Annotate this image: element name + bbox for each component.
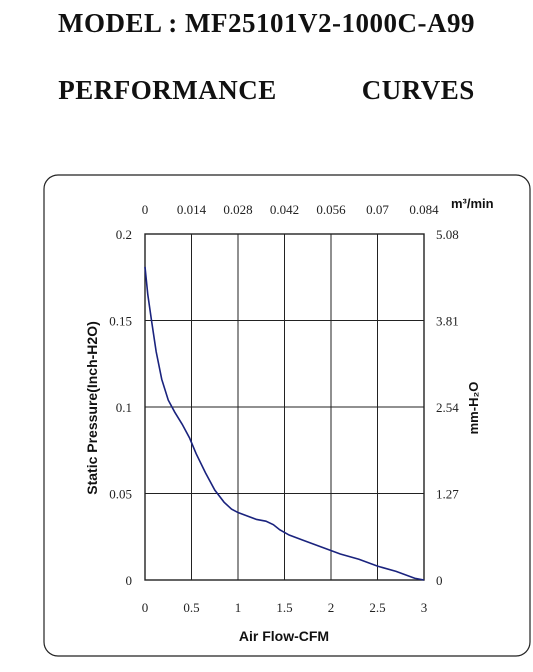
y2-tick-label: 3.81 bbox=[436, 314, 459, 329]
plot-area bbox=[144, 233, 425, 581]
performance-curves-title: PERFORMANCE CURVES bbox=[58, 75, 475, 105]
y-tick-label: 0.2 bbox=[116, 227, 132, 242]
x-tick-label: 0.5 bbox=[183, 600, 199, 615]
chart-frame bbox=[43, 174, 531, 657]
x2-tick-label: 0.028 bbox=[223, 202, 252, 217]
y2-tick-label: 1.27 bbox=[436, 487, 459, 502]
curve-layer bbox=[144, 266, 425, 581]
x2-axis-label: m³/min bbox=[451, 196, 494, 211]
x-tick-label: 2.5 bbox=[369, 600, 385, 615]
x2-tick-label: 0.042 bbox=[270, 202, 299, 217]
y2-tick-label: 0 bbox=[436, 573, 443, 588]
x2-tick-label: 0.084 bbox=[409, 202, 439, 217]
tick-layer: 0 0.5 1 1.5 2 2.5 30 0.014 0.028 0.042 0.056 0.07 0.… bbox=[109, 202, 459, 615]
y-tick-label: 0.15 bbox=[109, 314, 132, 329]
y-tick-label: 0.1 bbox=[116, 400, 132, 415]
x2-tick-label: 0.014 bbox=[177, 202, 207, 217]
x-tick-label: 2 bbox=[328, 600, 335, 615]
x-tick-label: 0 bbox=[142, 600, 149, 615]
x-tick-label: 1 bbox=[235, 600, 242, 615]
x2-tick-label: 0 bbox=[142, 202, 149, 217]
y-tick-label: 0 bbox=[126, 573, 133, 588]
y2-tick-label: 2.54 bbox=[436, 400, 459, 415]
y-axis-label: Static Pressure(Inch-H2O) bbox=[84, 321, 100, 495]
series-line-0 bbox=[144, 266, 425, 581]
x-tick-label: 3 bbox=[421, 600, 428, 615]
y2-axis-label: mm-H₂O bbox=[466, 382, 481, 435]
model-title: MODEL : MF25101V2-1000C-A99 bbox=[58, 8, 475, 38]
x2-tick-label: 0.056 bbox=[316, 202, 346, 217]
y2-tick-label: 5.08 bbox=[436, 227, 459, 242]
grid-layer bbox=[144, 233, 425, 581]
x-tick-label: 1.5 bbox=[276, 600, 292, 615]
y-tick-label: 0.05 bbox=[109, 487, 132, 502]
x2-tick-label: 0.07 bbox=[366, 202, 389, 217]
x-axis-label: Air Flow-CFM bbox=[239, 628, 329, 644]
